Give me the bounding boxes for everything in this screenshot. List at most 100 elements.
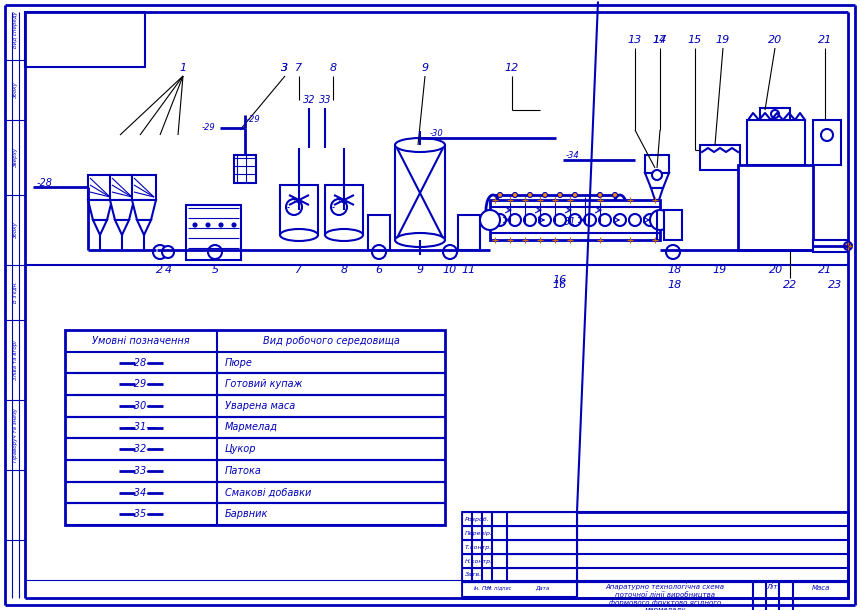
Bar: [462, 526, 577, 540]
Text: 12: 12: [505, 63, 519, 73]
Bar: [462, 568, 577, 582]
Text: 32: 32: [303, 95, 316, 105]
Bar: [186, 205, 241, 260]
Text: —28—: —28—: [125, 357, 157, 367]
Circle shape: [543, 193, 548, 198]
Circle shape: [206, 223, 210, 227]
Text: 19: 19: [713, 265, 727, 275]
Bar: [395, 145, 445, 240]
Ellipse shape: [613, 195, 627, 225]
Text: Н.контр.: Н.контр.: [465, 559, 493, 564]
Text: Цукор: Цукор: [225, 444, 256, 454]
Text: Барвник: Барвник: [225, 509, 268, 519]
Text: Умовні позначення: Умовні позначення: [92, 336, 190, 346]
Circle shape: [612, 193, 617, 198]
Text: -34: -34: [566, 151, 580, 159]
Text: 20: 20: [769, 265, 783, 275]
Circle shape: [598, 193, 603, 198]
Text: —32—: —32—: [125, 444, 157, 454]
Circle shape: [599, 214, 611, 226]
Text: Т.контр.: Т.контр.: [465, 545, 492, 550]
Circle shape: [539, 214, 551, 226]
Circle shape: [527, 193, 532, 198]
Text: Готовий купаж: Готовий купаж: [225, 379, 303, 389]
Ellipse shape: [395, 138, 445, 152]
Circle shape: [208, 245, 222, 259]
Bar: [110, 175, 134, 200]
Circle shape: [554, 214, 566, 226]
Circle shape: [771, 110, 779, 118]
Text: 1: 1: [180, 63, 187, 73]
Text: 18: 18: [668, 265, 682, 275]
Circle shape: [509, 214, 521, 226]
Circle shape: [650, 210, 670, 230]
Polygon shape: [110, 200, 134, 220]
Circle shape: [614, 214, 626, 226]
Circle shape: [844, 242, 852, 250]
Bar: [664, 210, 682, 240]
Text: 8: 8: [329, 63, 336, 73]
Polygon shape: [645, 173, 669, 188]
Bar: [132, 175, 156, 200]
Text: Зліва та вгорі: Зліва та вгорі: [13, 340, 17, 380]
Bar: [462, 540, 577, 554]
Ellipse shape: [486, 195, 500, 225]
Circle shape: [153, 245, 167, 259]
Circle shape: [629, 214, 641, 226]
Bar: [760, 108, 790, 120]
Circle shape: [193, 223, 197, 227]
Bar: [368, 215, 390, 250]
Text: —33—: —33—: [125, 466, 157, 476]
Bar: [458, 215, 480, 250]
Text: 17: 17: [653, 35, 667, 45]
Text: Праворуч та знизу: Праворуч та знизу: [13, 408, 17, 462]
Text: Розроб.: Розроб.: [465, 517, 489, 522]
Text: -29: -29: [247, 115, 261, 124]
Bar: [645, 155, 669, 173]
Bar: [747, 120, 805, 165]
Bar: [234, 155, 256, 183]
Text: 14: 14: [653, 35, 667, 45]
Circle shape: [666, 245, 680, 259]
Circle shape: [232, 223, 236, 227]
Polygon shape: [115, 220, 129, 235]
Bar: [25, 12, 145, 67]
Bar: [325, 185, 363, 235]
Text: —34—: —34—: [125, 487, 157, 498]
Polygon shape: [93, 220, 107, 235]
Text: Збоку: Збоку: [13, 221, 17, 239]
Text: Зверху: Зверху: [13, 147, 17, 167]
Text: 9: 9: [416, 265, 424, 275]
Circle shape: [443, 245, 457, 259]
Text: 6: 6: [376, 265, 383, 275]
Text: 16: 16: [553, 280, 567, 290]
Text: -30: -30: [430, 129, 444, 137]
Text: —29—: —29—: [125, 379, 157, 389]
Text: 31: 31: [564, 217, 576, 227]
Ellipse shape: [280, 229, 318, 241]
Text: Дата: Дата: [535, 586, 550, 590]
Circle shape: [494, 214, 506, 226]
Text: 33: 33: [319, 95, 331, 105]
Polygon shape: [655, 200, 659, 210]
Circle shape: [372, 245, 386, 259]
Text: 8: 8: [341, 265, 347, 275]
Text: 20: 20: [768, 35, 782, 45]
Text: —35—: —35—: [125, 509, 157, 519]
Circle shape: [573, 193, 578, 198]
Text: Ін.: Ін.: [474, 586, 481, 590]
Text: Уварена маса: Уварена маса: [225, 401, 295, 411]
Bar: [813, 240, 848, 252]
Text: 10: 10: [443, 265, 458, 275]
Text: Мармелад: Мармелад: [225, 423, 278, 432]
Polygon shape: [137, 220, 151, 235]
Circle shape: [219, 223, 223, 227]
Circle shape: [557, 193, 562, 198]
Circle shape: [652, 170, 662, 180]
Text: 7: 7: [296, 265, 303, 275]
Text: В з'єдн.: В з'єдн.: [13, 281, 17, 303]
Text: Смакові добавки: Смакові добавки: [225, 487, 311, 498]
Text: 18: 18: [668, 280, 682, 290]
Text: 4: 4: [164, 265, 171, 275]
Bar: [462, 512, 577, 526]
